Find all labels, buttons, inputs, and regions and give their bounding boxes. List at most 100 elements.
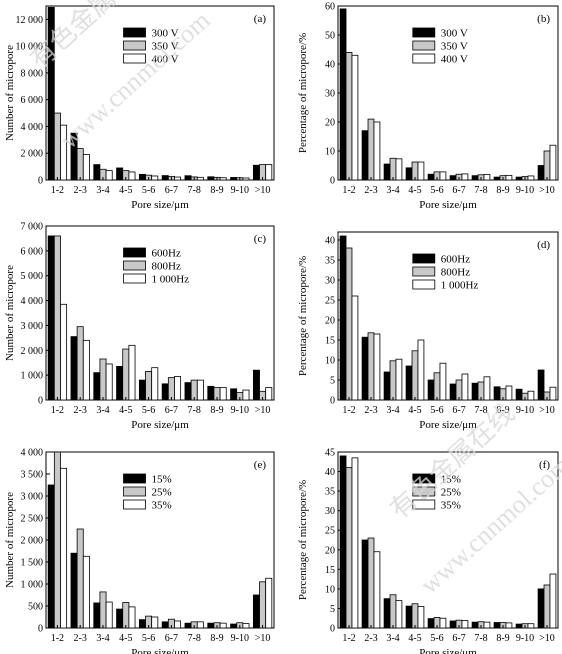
legend-swatch <box>123 27 146 38</box>
bar-d-s0-c7 <box>493 386 501 401</box>
bar-f-s2-c0 <box>351 457 359 629</box>
y-tick-label: 15 <box>325 565 335 576</box>
bar-d-s0-c8 <box>515 388 523 401</box>
plot-frame <box>337 451 559 629</box>
bar-e-s2-c1 <box>82 555 90 629</box>
x-tick-label: 7-8 <box>188 405 201 416</box>
bar-d-s2-c5 <box>461 373 469 401</box>
bar-e-s2-c9 <box>265 577 273 629</box>
y-tick-label: 45 <box>325 448 335 459</box>
bar-b-s0-c3 <box>405 167 413 181</box>
x-tick-label: 5-6 <box>142 633 155 644</box>
legend-swatch <box>412 473 436 484</box>
x-axis-label: Pore size/μm <box>419 199 477 211</box>
y-tick-label: 1 000 <box>21 371 44 382</box>
bar-b-s0-c7 <box>493 176 501 181</box>
bar-a-s2-c4 <box>151 175 159 181</box>
bar-d-s1-c2 <box>389 360 397 401</box>
panel-label: (a) <box>254 13 267 25</box>
bar-c-s2-c6 <box>196 379 204 401</box>
bar-d-s1-c0 <box>345 247 353 401</box>
bar-a-s0-c8 <box>230 177 238 181</box>
bar-e-s1-c0 <box>53 451 61 629</box>
bar-d-s0-c4 <box>427 379 435 401</box>
bar-a-s1-c1 <box>76 148 84 181</box>
chart-panel-b: 0 10 20 30 40 50 60 1-2 2-3 3-4 4-5 5-6 6-7 7-8 8-9 9-1… <box>297 2 559 211</box>
x-tick-label: 8-9 <box>496 185 509 196</box>
bar-a-s1-c0 <box>53 112 61 181</box>
bar-e-s0-c8 <box>230 623 238 629</box>
x-tick-label: 4-5 <box>408 185 421 196</box>
bar-a-s2-c2 <box>105 170 113 181</box>
y-tick-label: 10 <box>325 147 335 158</box>
bar-b-s0-c1 <box>361 130 369 181</box>
bar-c-s0-c7 <box>207 385 215 401</box>
x-axis-label: Pore size/μm <box>131 419 189 431</box>
legend-label: 800Hz <box>441 267 470 279</box>
chart-panel-c: 0 1 000 2 000 3 000 4 000 5 000 6 000 7 000 1-2 2… <box>4 222 275 431</box>
bar-e-s2-c4 <box>151 616 159 629</box>
y-tick-label: 1 500 <box>21 558 44 569</box>
x-tick-label: 2-3 <box>364 405 377 416</box>
legend-label: 1 000Hz <box>441 280 479 292</box>
bar-f-s0-c1 <box>361 539 369 629</box>
bar-e-s2-c0 <box>60 467 68 629</box>
x-tick-label: 8-9 <box>210 405 223 416</box>
bar-f-s0-c0 <box>339 455 347 629</box>
x-tick-label: 5-6 <box>430 405 443 416</box>
y-tick-label: 30 <box>325 506 335 517</box>
x-tick-label: 5-6 <box>430 185 443 196</box>
bar-b-s0-c9 <box>537 165 545 181</box>
legend-label: 350 V <box>441 41 468 53</box>
x-tick-label: 3-4 <box>96 405 109 416</box>
bar-a-s0-c3 <box>116 167 124 181</box>
y-tick-label: 40 <box>325 236 335 247</box>
y-tick-label: 60 <box>325 2 335 13</box>
bar-d-s2-c2 <box>395 358 403 401</box>
y-axis-label: Number of micropore <box>4 265 16 361</box>
y-tick-label: 7 000 <box>21 222 44 233</box>
bar-b-s0-c6 <box>471 175 479 181</box>
x-tick-label: 6-7 <box>165 633 178 644</box>
bar-b-s2-c1 <box>373 121 381 181</box>
x-tick-label: 7-8 <box>474 633 487 644</box>
bar-b-s2-c5 <box>461 173 469 181</box>
bar-b-s2-c9 <box>549 144 557 181</box>
x-tick-label: 2-3 <box>74 185 87 196</box>
plot-frame <box>45 5 275 181</box>
bar-a-s2-c9 <box>265 164 273 181</box>
y-tick-label: 10 <box>325 356 335 367</box>
bar-a-s0-c0 <box>47 6 55 181</box>
y-tick-label: 0 <box>38 624 43 635</box>
bar-f-s0-c5 <box>449 620 457 629</box>
bar-f-s1-c0 <box>345 467 353 629</box>
x-tick-label: 9-10 <box>231 405 249 416</box>
bar-c-s2-c4 <box>151 367 159 401</box>
bar-e-s1-c9 <box>259 581 267 629</box>
bar-b-s0-c5 <box>449 175 457 181</box>
x-tick-label: 1-2 <box>342 633 355 644</box>
bar-e-s2-c7 <box>219 622 227 629</box>
x-tick-label: 2-3 <box>364 185 377 196</box>
bar-b-s1-c1 <box>367 118 375 181</box>
bar-f-s2-c6 <box>483 621 491 629</box>
y-tick-label: 2 000 <box>21 149 44 160</box>
bar-f-s1-c3 <box>411 603 419 629</box>
bar-c-s2-c1 <box>82 339 90 401</box>
chart-panel-d: 0 5 10 15 20 25 30 35 40 1-2 2-3 3-4 4-5 5-6 6-7 7-8 8-9… <box>297 231 559 431</box>
y-tick-label: 20 <box>325 118 335 129</box>
bar-a-s2-c5 <box>174 176 182 181</box>
x-tick-label: 9-10 <box>516 633 534 644</box>
legend-label: 600Hz <box>152 248 181 260</box>
legend-label: 35% <box>441 500 461 512</box>
bar-c-s0-c5 <box>161 383 169 401</box>
legend-swatch <box>123 247 146 258</box>
y-tick-label: 40 <box>325 467 335 478</box>
bar-f-s1-c9 <box>543 584 551 629</box>
bar-d-s2-c0 <box>351 295 359 401</box>
legend-swatch <box>412 27 436 38</box>
y-tick-label: 8 000 <box>21 68 44 79</box>
y-tick-label: 5 <box>330 376 335 387</box>
